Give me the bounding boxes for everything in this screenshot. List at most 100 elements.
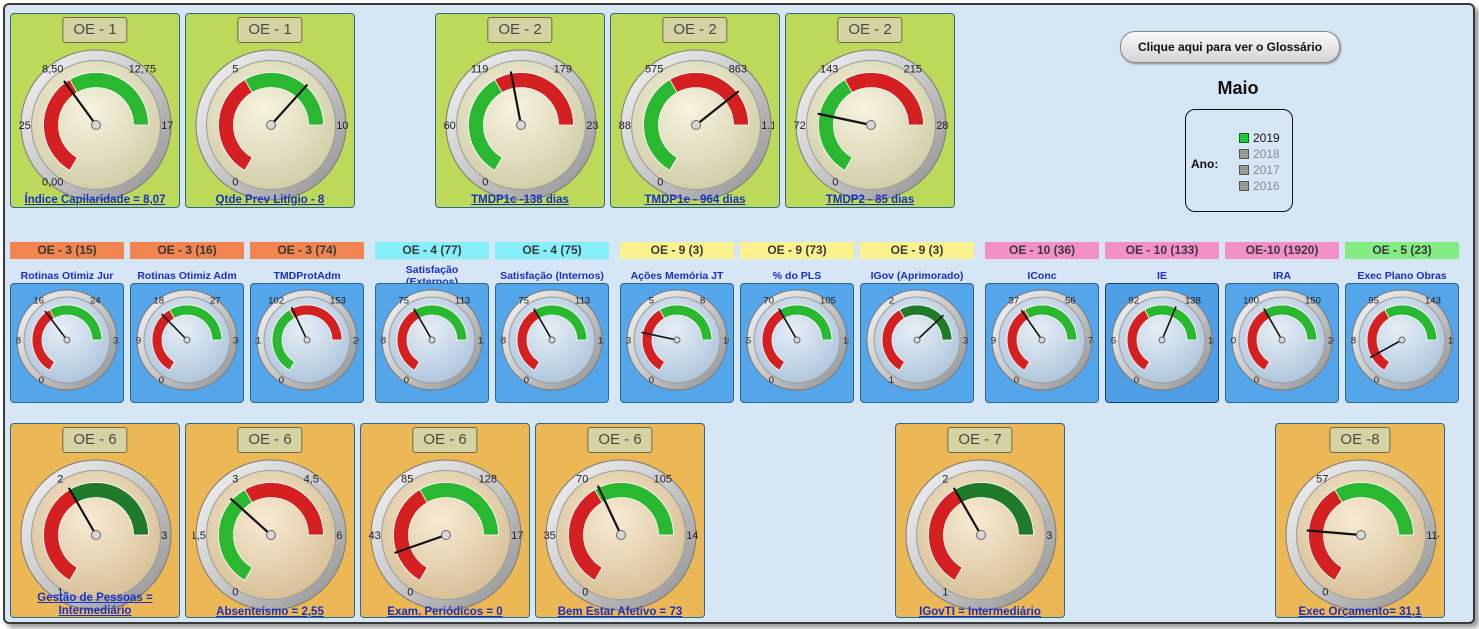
caption-link[interactable]: Qtde Prev Litígio - 8 <box>215 194 325 206</box>
gauge-panel-igov-aprimorado[interactable]: 1 2 3 <box>860 283 974 403</box>
gauge-tick-label: 2 <box>942 473 948 485</box>
glossary-button[interactable]: Clique aqui para ver o Glossário <box>1120 31 1340 63</box>
gauge-tick-label: 24 <box>90 296 101 307</box>
oe-tag: OE - 2 <box>662 17 728 43</box>
oe-strip: OE - 9 (3) <box>620 242 734 259</box>
gauge-band <box>954 482 1034 536</box>
gauge-title: IRA <box>1272 270 1292 282</box>
caption-link[interactable]: Absenteísmo = 2,55 <box>216 606 324 618</box>
gauge-tick-label: 105 <box>654 473 672 485</box>
year-selector: Ano: 2019 2018 2017 2016 <box>1185 109 1293 212</box>
caption-link[interactable]: Bem Estar Afetivo = 73 <box>557 606 683 618</box>
gauge-panel-bem-estar-afetivo[interactable]: OE - 6 0 35 70 105 140 Bem Estar Afetivo = 7… <box>535 423 705 618</box>
year-option-2019[interactable]: 2019 <box>1239 131 1280 146</box>
gauge-tmdp1c: 0 60 119 179 238 <box>444 49 599 201</box>
gauge-ie: 0 46 92 138 184 <box>1110 289 1214 391</box>
gauge-panel-ira[interactable]: 0 50 100 150 200 <box>1225 283 1339 403</box>
gauge-needle <box>1306 529 1363 537</box>
caption-link[interactable]: IGovTI = Intermediário <box>919 606 1041 618</box>
gauge-tick-label: 17,00 <box>161 120 174 132</box>
gauge-panel-gestao-de-pessoas[interactable]: OE - 6 1 2 3 Gestão de Pessoas = Intermedi… <box>10 423 180 618</box>
gauge-tick-label: 51 <box>255 335 261 346</box>
caption-link[interactable]: Exam. Periódicos = 0 <box>387 606 503 618</box>
gauge-panel-pls[interactable]: 0 35 70 105 140 <box>740 283 854 403</box>
caption-link[interactable]: TMDP2 - 85 dias <box>825 194 915 206</box>
oe-tag: OE - 6 <box>587 427 653 453</box>
year-option-2016[interactable]: 2016 <box>1239 179 1280 194</box>
gauge-needle <box>778 308 798 341</box>
gauge-panel-satisfacao-internos[interactable]: 0 38 75 113 150 <box>495 283 609 403</box>
gauge-tick-label: 85 <box>401 473 413 485</box>
gauge-tick-label: 153 <box>330 296 346 307</box>
gauge-tick-label: 12,75 <box>129 63 157 75</box>
gauge-tick-label: 92 <box>1128 296 1139 307</box>
gauge-tick-label: 184 <box>1208 335 1214 346</box>
gauge-tick-label: 143 <box>820 63 838 75</box>
gauge-panel-tmdp2[interactable]: OE - 2 0 72 143 215 286 TMDP2 - 85 dias <box>785 13 955 208</box>
gauge-iconc: 0 19 37 56 74 <box>990 289 1094 391</box>
gauge-panel-acoes-memoria-jt[interactable]: 0 3 5 8 10 <box>620 283 734 403</box>
gauge-tick-label: 575 <box>645 63 663 75</box>
gauge-tick-label: 4,25 <box>18 120 31 132</box>
gauge-title: Rotinas Otimiz Jur <box>20 270 114 282</box>
gauge-tick-label: 105 <box>820 296 836 307</box>
gauge-panel-rotinas-otimiz-adm[interactable]: 0 9 18 27 36 <box>130 283 244 403</box>
oe-strip: OE - 4 (77) <box>375 242 489 259</box>
gauge-panel-tmdp1e[interactable]: OE - 2 0 288 575 863 1.150 TMDP1e - 964 dias <box>610 13 780 208</box>
gauge-band <box>898 304 953 341</box>
caption-link[interactable]: Índice Capilaridade = 8,07 <box>24 194 166 206</box>
gauge-tick-label: 9 <box>136 335 141 346</box>
gauge-panel-tmdp1c[interactable]: OE - 2 0 60 119 179 238 TMDP1c -138 dias <box>435 13 605 208</box>
gauge-panel-exam-periodicos[interactable]: OE - 6 0 43 85 128 170 Exam. Periódicos = 0 <box>360 423 530 618</box>
gauge-hub <box>266 530 276 540</box>
gauge-panel-tmdprotadm[interactable]: 0 51 102 153 204 <box>250 283 364 403</box>
gauge-tick-label: 32 <box>113 335 119 346</box>
gauge-tick-label: 288 <box>618 120 631 132</box>
gauge-title: Satisfação (Internos) <box>500 270 604 282</box>
gauge-tick-label: 2 <box>57 473 63 485</box>
gauge-title: IGov (Aprimorado) <box>870 270 964 282</box>
gauge-panel-indice-capilaridade[interactable]: OE - 1 0,00 4,25 8,50 12,75 17,00 Índice Cap… <box>10 13 180 208</box>
year-option-2018[interactable]: 2018 <box>1239 147 1280 162</box>
gauge-tick-label: 0,00 <box>42 176 63 188</box>
gauge-satisfacao-internos: 0 38 75 113 150 <box>500 289 604 391</box>
gauge-panel-satisfacao-externos[interactable]: 0 38 75 113 150 <box>375 283 489 403</box>
gauge-hub <box>303 336 311 344</box>
gauge-tick-label: 18 <box>153 296 164 307</box>
gauge-tmdp1e: 0 288 575 863 1.150 <box>618 49 774 201</box>
gauge-tick-label: 19 <box>990 335 996 346</box>
gauge-panel-igovti[interactable]: OE - 7 1 2 3 IGovTI = Intermediário <box>895 423 1065 618</box>
gauge-satisfacao-externos: 0 38 75 113 150 <box>380 289 484 391</box>
gauge-needle <box>394 533 448 554</box>
gauge-band <box>244 482 324 536</box>
gauge-title: IConc <box>1027 270 1057 282</box>
gauge-panel-qtde-prev-litigio[interactable]: OE - 1 0 5 10 Qtde Prev Litígio - 8 <box>185 13 355 208</box>
gauge-tick-label: 10 <box>336 120 348 132</box>
gauge-tick-label: 0 <box>279 375 284 386</box>
caption-link[interactable]: TMDP1e - 964 dias <box>644 194 746 206</box>
gauge-panel-exec-orcamento[interactable]: OE -8 0 57 114 Exec Orçamento= 31,1 <box>1275 423 1445 618</box>
gauge-panel-ie[interactable]: 0 46 92 138 184 <box>1105 283 1219 403</box>
gauge-band <box>48 304 103 341</box>
gauge-tick-label: 150 <box>598 335 604 346</box>
gauge-tick-label: 215 <box>904 63 922 75</box>
gauge-needle <box>916 314 944 341</box>
gauge-band <box>1143 304 1198 341</box>
gauge-tick-label: 3 <box>963 335 968 346</box>
caption-link[interactable]: Exec Orçamento= 31,1 <box>1298 606 1422 618</box>
gauge-tick-label: 286 <box>936 120 949 132</box>
year-option-2017[interactable]: 2017 <box>1239 163 1280 178</box>
gauge-panel-exec-plano-obras[interactable]: 0 48 95 143 190 <box>1345 283 1459 403</box>
gauge-tick-label: 70 <box>763 296 774 307</box>
gauge-panel-rotinas-otimiz-jur[interactable]: 0 8 16 24 32 <box>10 283 124 403</box>
caption-link[interactable]: TMDP1c -138 dias <box>471 194 569 206</box>
gauge-panel-iconc[interactable]: 0 19 37 56 74 <box>985 283 1099 403</box>
caption-link[interactable]: Gestão de Pessoas = Intermediário <box>37 592 153 617</box>
gauge-band <box>168 304 223 341</box>
gauge-panel-absenteismo[interactable]: OE - 6 0 1,5 3 4,5 6 Absenteísmo = 2,55 <box>185 423 355 618</box>
gauge-igov-aprimorado: 1 2 3 <box>866 289 968 391</box>
gauge-tick-label: 36 <box>233 335 239 346</box>
gauge-tick-label: 1 <box>889 375 894 386</box>
gauge-pls: 0 35 70 105 140 <box>745 289 849 391</box>
gauge-tick-label: 102 <box>268 296 284 307</box>
